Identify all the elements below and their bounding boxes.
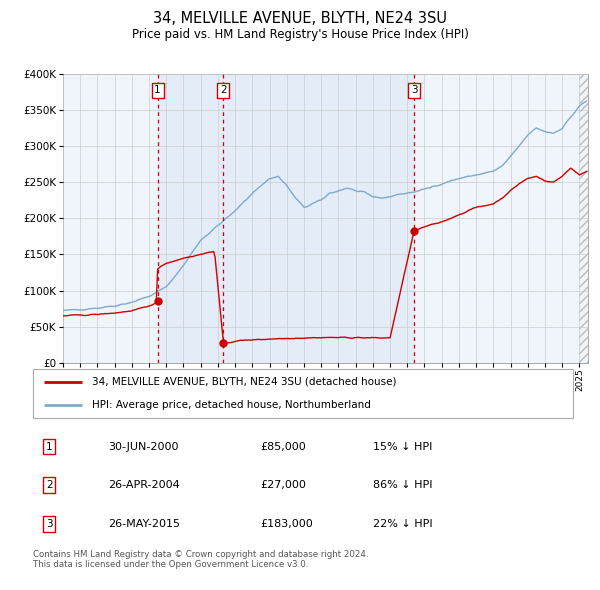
Text: 15% ↓ HPI: 15% ↓ HPI — [373, 441, 433, 451]
Text: 34, MELVILLE AVENUE, BLYTH, NE24 3SU: 34, MELVILLE AVENUE, BLYTH, NE24 3SU — [153, 11, 447, 25]
Text: £183,000: £183,000 — [260, 519, 313, 529]
Text: 1: 1 — [46, 441, 53, 451]
Text: 1: 1 — [154, 86, 161, 96]
Bar — [158, 74, 223, 363]
Text: 22% ↓ HPI: 22% ↓ HPI — [373, 519, 433, 529]
Text: 26-APR-2004: 26-APR-2004 — [109, 480, 181, 490]
Text: HPI: Average price, detached house, Northumberland: HPI: Average price, detached house, Nort… — [92, 400, 371, 410]
Text: Contains HM Land Registry data © Crown copyright and database right 2024.
This d: Contains HM Land Registry data © Crown c… — [33, 550, 368, 569]
Text: 30-JUN-2000: 30-JUN-2000 — [109, 441, 179, 451]
Text: 3: 3 — [411, 86, 418, 96]
Text: 86% ↓ HPI: 86% ↓ HPI — [373, 480, 433, 490]
Bar — [580, 74, 588, 363]
Bar — [580, 74, 588, 363]
Text: £27,000: £27,000 — [260, 480, 305, 490]
Bar — [223, 74, 414, 363]
Text: 3: 3 — [46, 519, 53, 529]
Text: 26-MAY-2015: 26-MAY-2015 — [109, 519, 181, 529]
Text: 2: 2 — [220, 86, 227, 96]
Text: £85,000: £85,000 — [260, 441, 305, 451]
Text: 34, MELVILLE AVENUE, BLYTH, NE24 3SU (detached house): 34, MELVILLE AVENUE, BLYTH, NE24 3SU (de… — [92, 377, 397, 387]
Text: 2: 2 — [46, 480, 53, 490]
Text: Price paid vs. HM Land Registry's House Price Index (HPI): Price paid vs. HM Land Registry's House … — [131, 28, 469, 41]
FancyBboxPatch shape — [33, 369, 573, 418]
